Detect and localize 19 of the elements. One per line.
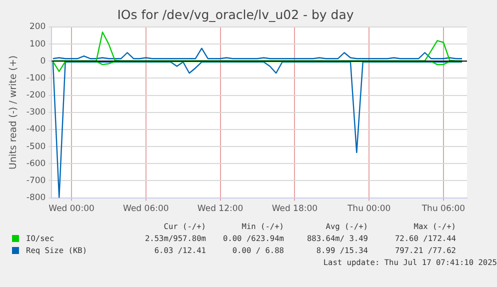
x-tick-label: Wed 06:00 (123, 204, 169, 214)
y-tick-label: -100 (26, 73, 46, 84)
y-tick-label: -600 (26, 158, 46, 169)
y-tick-label: -800 (26, 193, 46, 204)
x-tick-label: Wed 18:00 (272, 204, 318, 214)
y-tick-label: -200 (26, 90, 46, 101)
x-tick-label: Thu 00:00 (346, 204, 391, 214)
x-tick-label: Thu 06:00 (420, 204, 466, 214)
y-tick-label: -500 (26, 142, 46, 152)
y-tick-label: -300 (26, 108, 46, 118)
y-tick-label: 100 (29, 39, 46, 50)
x-tick-label: Wed 12:00 (197, 204, 244, 214)
y-tick-label: -700 (26, 176, 46, 186)
y-tick-label: 0 (40, 56, 46, 66)
y-tick-label: -400 (26, 124, 46, 135)
y-tick-label: 200 (29, 22, 46, 32)
y-axis-title: Units read (-) / write (+) (8, 55, 20, 170)
chart-title: IOs for /dev/vg_oracle/lv_u02 - by day (117, 6, 354, 22)
x-tick-label: Wed 00:00 (48, 204, 94, 214)
